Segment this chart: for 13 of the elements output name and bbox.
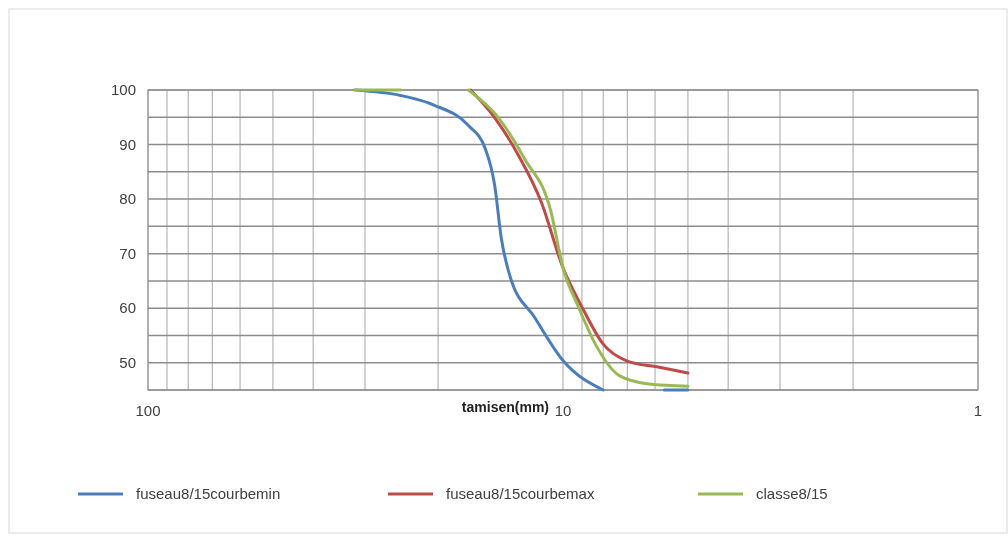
legend-label: fuseau8/15courbemin [136, 485, 281, 503]
x-tick-label: 10 [554, 402, 572, 419]
y-tick-label: 90 [119, 135, 136, 153]
x-tick-label: 1 [973, 402, 983, 419]
legend-label: fuseau8/15courbemax [446, 485, 595, 503]
x-tick-label: 100 [135, 402, 161, 419]
legend-label: classe8/15 [756, 485, 828, 503]
y-tick-label: 70 [119, 244, 136, 262]
y-tick-label: 50 [119, 353, 136, 371]
y-tick-label: 80 [119, 190, 136, 208]
x-axis-title: tamisen(mm) [461, 399, 549, 415]
y-tick-label: 100 [110, 81, 136, 99]
y-tick-label: 60 [119, 299, 136, 317]
